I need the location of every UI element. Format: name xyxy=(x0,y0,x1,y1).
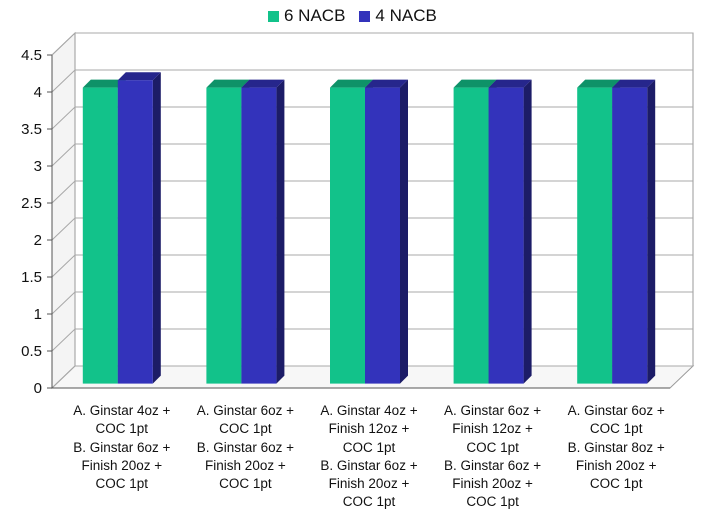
y-tick-label: 4.5 xyxy=(21,47,42,64)
legend-swatch-6-nacb xyxy=(268,10,279,22)
bar-top-1-2 xyxy=(365,79,408,88)
bar-top-1-0 xyxy=(117,72,161,81)
legend-item-4-nacb: 4 NACB xyxy=(359,6,437,26)
bar-1-0 xyxy=(117,80,153,384)
x-category-label: A. Ginstar 6oz + COC 1pt B. Ginstar 6oz + F… xyxy=(185,402,305,493)
x-category-label-line: A. Ginstar 6oz + xyxy=(196,403,294,418)
bar-top-0-4 xyxy=(577,79,621,88)
x-category-label-line: B. Ginstar 6oz + xyxy=(73,439,171,455)
x-category-label-line: Finish 12oz + xyxy=(328,421,410,437)
bar-side-1-2 xyxy=(400,79,408,384)
x-category-label-line: A. Ginstar 4oz + xyxy=(73,403,171,418)
y-tick-label: 4 xyxy=(34,84,42,101)
x-category-label-line: A. Ginstar 6oz + xyxy=(444,403,542,418)
x-category-label-line: B. Ginstar 6oz + xyxy=(444,457,542,473)
legend-label-4-nacb: 4 NACB xyxy=(375,6,437,25)
bar-1-4 xyxy=(612,87,648,384)
x-category-label-line: COC 1pt xyxy=(342,439,396,455)
bar-0-0 xyxy=(82,87,118,384)
y-tick-label: 3.5 xyxy=(21,121,42,138)
bar-side-1-3 xyxy=(523,79,532,384)
legend: 6 NACB 4 NACB xyxy=(268,6,437,26)
x-category-label-line: Finish 20oz + xyxy=(205,457,286,473)
bar-0-2 xyxy=(330,87,365,384)
y-tick-label: 2.5 xyxy=(21,195,42,212)
x-category-label: A. Ginstar 6oz + COC 1pt B. Ginstar 8oz + F… xyxy=(556,402,676,493)
x-category-label-line: COC 1pt xyxy=(219,476,272,492)
bar-side-1-1 xyxy=(276,79,285,384)
x-category-label-line: Finish 20oz + xyxy=(328,476,410,492)
chart-side-wall xyxy=(51,31,76,390)
gridline xyxy=(51,69,693,93)
y-tick-label: 2 xyxy=(34,232,42,249)
bar-top-1-3 xyxy=(488,79,532,88)
bar-top-0-3 xyxy=(453,79,497,88)
bar-top-0-1 xyxy=(206,79,250,88)
bar-0-4 xyxy=(577,87,613,384)
legend-label-6-nacb: 6 NACB xyxy=(284,6,346,25)
y-tick-label: 1.5 xyxy=(21,269,42,286)
x-category-label-line: Finish 20oz + xyxy=(81,457,163,473)
x-category-label-line: COC 1pt xyxy=(95,476,149,492)
x-category-label-line: B. Ginstar 8oz + xyxy=(567,439,665,455)
x-category-label-line: A. Ginstar 4oz + xyxy=(320,403,418,418)
bar-0-3 xyxy=(453,87,489,384)
x-category-label-line: COC 1pt xyxy=(466,494,519,510)
bar-side-1-4 xyxy=(647,79,656,384)
bar-top-0-2 xyxy=(330,79,373,88)
x-category-label-line: COC 1pt xyxy=(95,421,149,437)
x-category-label-line: COC 1pt xyxy=(466,439,519,455)
x-category-label: A. Ginstar 4oz + COC 1pt B. Ginstar 6oz + F… xyxy=(62,402,182,493)
x-category-label-line: COC 1pt xyxy=(589,476,643,492)
x-category-label-line: B. Ginstar 6oz + xyxy=(196,439,294,455)
x-category-label-line: Finish 20oz + xyxy=(575,457,657,473)
legend-item-6-nacb: 6 NACB xyxy=(268,6,345,26)
x-category-label-line: Finish 12oz + xyxy=(452,421,533,437)
x-category-label-line: Finish 20oz + xyxy=(452,476,533,492)
x-category-label-line: A. Ginstar 6oz + xyxy=(567,403,665,418)
gridline xyxy=(51,32,693,56)
legend-swatch-4-nacb xyxy=(359,10,371,22)
bar-top-0-0 xyxy=(82,79,126,88)
x-category-label-line: COC 1pt xyxy=(589,421,643,437)
x-category-label: A. Ginstar 6oz + Finish 12oz + COC 1pt B. G… xyxy=(433,402,553,512)
bar-0-1 xyxy=(206,87,242,384)
x-category-label-line: COC 1pt xyxy=(219,421,272,437)
y-tick-label: 3 xyxy=(34,158,42,175)
y-tick-label: 1 xyxy=(34,306,42,323)
x-category-label-line: COC 1pt xyxy=(342,494,396,510)
bar-top-1-4 xyxy=(612,79,656,88)
bar-side-1-0 xyxy=(152,72,161,384)
y-tick-label: 0 xyxy=(34,380,42,397)
bar-1-1 xyxy=(241,87,277,384)
bar-1-2 xyxy=(365,87,400,384)
bar-top-1-1 xyxy=(241,79,285,88)
bar-1-3 xyxy=(488,87,524,384)
x-category-label-line: B. Ginstar 6oz + xyxy=(320,457,418,473)
y-tick-label: 0.5 xyxy=(21,343,42,360)
x-category-label: A. Ginstar 4oz + Finish 12oz + COC 1pt B. G… xyxy=(309,402,429,512)
